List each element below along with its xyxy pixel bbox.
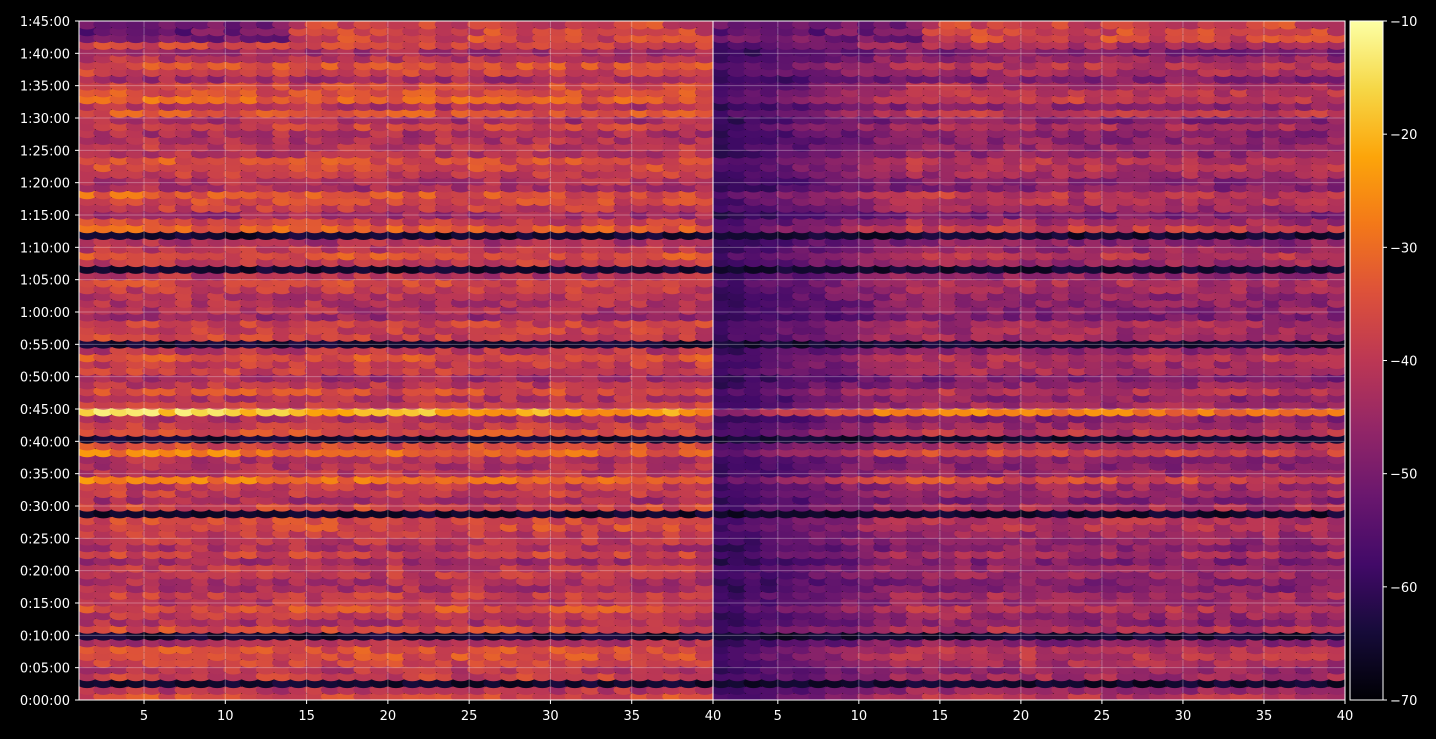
heatmap-cell	[581, 21, 602, 30]
heatmap-cell	[125, 21, 146, 30]
heatmap-cell	[646, 21, 667, 30]
heatmap-cell	[418, 21, 439, 30]
heatmap-cell	[385, 21, 407, 30]
heatmap-cell	[207, 21, 228, 30]
left-panel	[78, 20, 714, 701]
heatmap-cell	[93, 21, 114, 30]
heatmap-cell	[174, 21, 195, 30]
heatmap-cell	[564, 21, 585, 30]
heatmap-cell	[467, 21, 488, 30]
heatmap-cell	[109, 21, 130, 30]
heatmap-cell	[694, 21, 713, 30]
heatmap-cell	[402, 21, 423, 30]
heatmap-cell	[142, 21, 163, 30]
heatmap-cell	[450, 21, 472, 30]
heatmap-cell	[353, 21, 374, 30]
heatmap-cell	[190, 21, 211, 30]
heatmap-cell	[678, 21, 699, 30]
heatmap-cell	[532, 21, 553, 30]
heatmap-cell	[158, 21, 179, 30]
left-heatmap-cells	[79, 21, 713, 700]
heatmap-cell	[483, 21, 504, 30]
heatmap-cell	[304, 21, 325, 30]
heatmap-cell	[613, 21, 634, 30]
right-panel	[712, 20, 1346, 701]
right-heatmap-cells	[713, 21, 1345, 700]
heatmap-cell	[337, 21, 358, 30]
heatmap-cell	[597, 21, 618, 30]
heatmap-cell	[499, 21, 520, 30]
heatmap-cell	[516, 21, 537, 30]
heatmap-cell	[320, 21, 342, 30]
heatmap-cell	[369, 21, 390, 30]
heatmap-cell	[434, 21, 455, 30]
heatmap-cell	[239, 21, 260, 30]
heatmap-cell	[255, 21, 276, 30]
heatmap-cell	[288, 21, 309, 30]
heatmap-cell	[223, 21, 244, 30]
heatmap-cell	[272, 21, 293, 30]
heatmap-cell	[662, 21, 683, 30]
heatmap-cell	[629, 21, 650, 30]
heatmap-cell	[79, 21, 98, 30]
heatmap-cell	[548, 21, 569, 30]
